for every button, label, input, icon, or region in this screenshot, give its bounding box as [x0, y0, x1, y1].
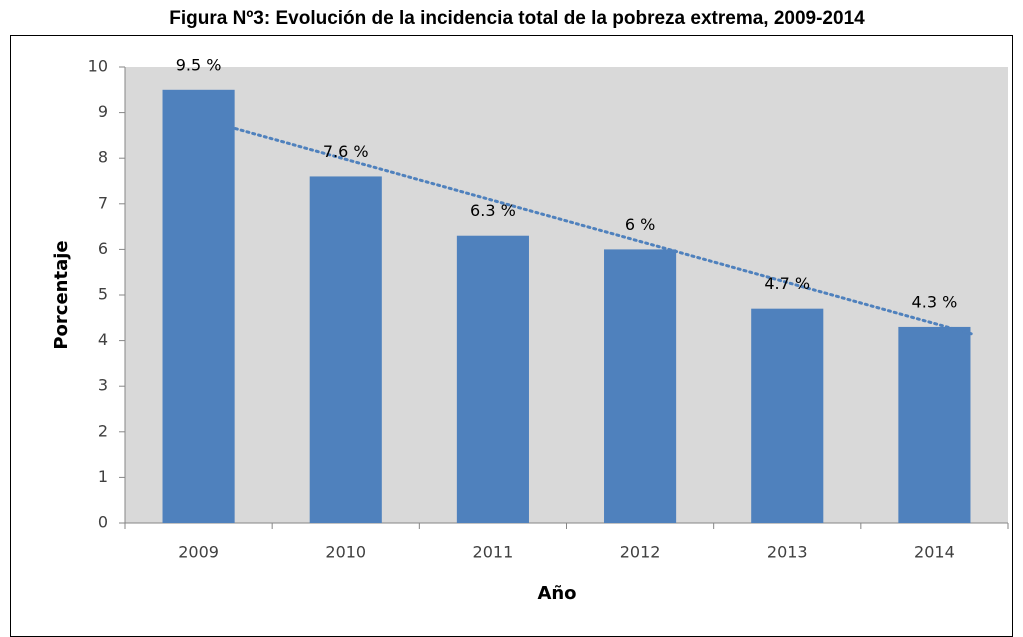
y-axis-title: Porcentaje: [51, 240, 72, 349]
bar: [898, 326, 971, 523]
x-tick-label: 2011: [473, 543, 514, 562]
y-tick-label: 8: [98, 148, 108, 167]
data-label: 9.5 %: [176, 55, 222, 74]
trendline: [233, 127, 973, 336]
bar: [309, 176, 382, 523]
x-tick-label: 2013: [767, 543, 808, 562]
x-tick-label: 2012: [620, 543, 661, 562]
y-tick-label: 1: [98, 467, 108, 486]
x-axis-title: Año: [537, 583, 576, 604]
data-label: 4.3 %: [912, 292, 958, 311]
y-tick-label: 10: [88, 57, 108, 76]
data-label: 4.7 %: [764, 274, 810, 293]
bar: [604, 249, 677, 523]
data-label: 7.6 %: [323, 142, 369, 161]
y-tick-label: 2: [98, 421, 108, 440]
bar: [162, 89, 235, 524]
data-label: 6.3 %: [470, 201, 516, 220]
data-label: 6 %: [625, 215, 655, 234]
y-tick-label: 3: [98, 376, 108, 395]
y-tick-label: 4: [98, 330, 108, 349]
x-tick-label: 2014: [914, 543, 955, 562]
x-tick-label: 2009: [178, 543, 219, 562]
y-tick-label: 0: [98, 513, 108, 532]
y-tick-label: 7: [98, 193, 108, 212]
y-tick-label: 5: [98, 285, 108, 304]
y-tick-label: 9: [98, 102, 108, 121]
chart-title: Figura Nº3: Evolución de la incidencia t…: [169, 8, 865, 29]
bar: [456, 235, 529, 523]
plot-area: [125, 67, 1008, 523]
y-tick-label: 6: [98, 239, 108, 258]
x-tick-label: 2010: [325, 543, 366, 562]
bar: [751, 308, 824, 523]
